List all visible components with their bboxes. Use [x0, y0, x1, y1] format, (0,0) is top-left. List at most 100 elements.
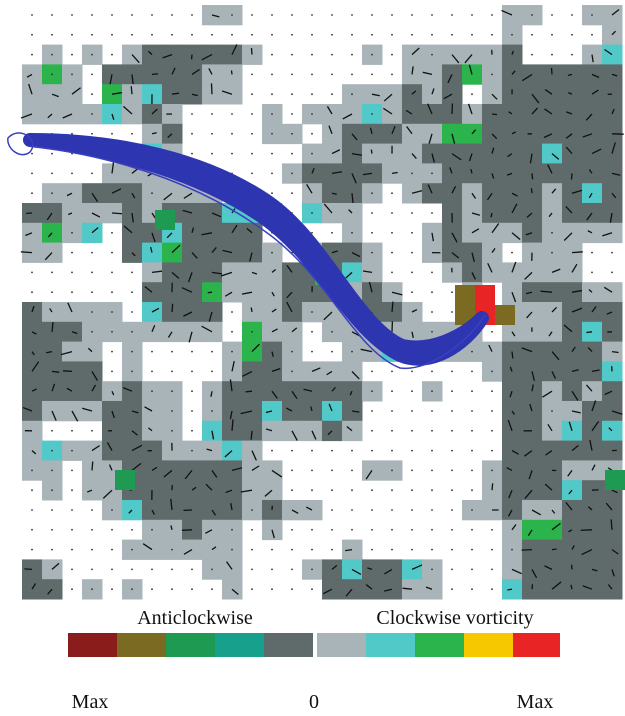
cell [602, 579, 623, 600]
velocity-arrow [548, 212, 553, 218]
grid-dot [511, 33, 513, 36]
velocity-arrow [565, 206, 573, 214]
swatch [366, 633, 415, 657]
velocity-arrow [201, 54, 213, 61]
velocity-arrow [351, 152, 362, 156]
grid-dot [91, 53, 93, 56]
grid-dot [371, 370, 373, 373]
grid-dot [271, 588, 273, 591]
grid-dot [311, 132, 313, 135]
velocity-arrow [568, 92, 573, 95]
velocity-arrow [211, 470, 218, 478]
grid-dot [371, 231, 373, 234]
velocity-arrow [491, 113, 498, 116]
cell [202, 519, 223, 541]
legend-left-end: Max [72, 691, 109, 713]
grid-dot [111, 271, 113, 274]
velocity-arrow [383, 93, 393, 102]
velocity-arrow [170, 525, 173, 530]
grid-dot [391, 390, 393, 393]
velocity-arrow [62, 370, 73, 373]
velocity-arrow [568, 489, 573, 495]
grid-dot [471, 469, 473, 472]
velocity-arrow [611, 549, 619, 555]
velocity-arrow [66, 192, 73, 197]
cell [222, 440, 243, 461]
grid-dot [411, 212, 413, 214]
cell [162, 183, 183, 204]
cell [42, 222, 63, 244]
grid-dot [311, 489, 313, 492]
cell [162, 500, 183, 521]
grid-dot [211, 568, 213, 571]
grid-dot [91, 429, 93, 432]
grid-dot [391, 271, 393, 274]
cell [182, 203, 203, 224]
grid-dot [331, 33, 333, 36]
grid-dot [71, 489, 73, 492]
grid-dot [591, 14, 593, 16]
velocity-arrow [568, 529, 573, 533]
grid-dot [391, 469, 393, 472]
velocity-arrow [47, 113, 53, 119]
velocity-arrow [411, 66, 414, 75]
velocity-arrow [451, 153, 462, 161]
velocity-arrow [585, 384, 593, 392]
cell [222, 500, 243, 521]
grid-dot [271, 53, 273, 56]
velocity-arrow [131, 410, 139, 414]
velocity-arrow [571, 289, 584, 293]
grid-dot [271, 568, 273, 571]
cell [222, 282, 243, 303]
grid-dot [371, 53, 373, 56]
grid-dot [571, 33, 573, 36]
velocity-arrow [286, 301, 293, 313]
grid-dot [91, 132, 93, 135]
velocity-arrow [151, 132, 157, 135]
velocity-arrow [122, 386, 133, 392]
velocity-arrow [183, 549, 193, 555]
cell [602, 420, 623, 442]
cell [22, 84, 43, 105]
velocity-arrow [511, 331, 516, 337]
grid-dot [311, 93, 313, 96]
grid-dot [191, 350, 193, 353]
cell [582, 460, 603, 481]
cell [222, 420, 243, 442]
velocity-arrow [511, 192, 518, 197]
grid-dot [111, 509, 113, 511]
cell [382, 579, 403, 600]
cell [162, 282, 183, 303]
grid-dot [371, 449, 373, 452]
grid-dot [91, 271, 93, 274]
grid-dot [611, 271, 613, 274]
grid-dot [351, 509, 353, 511]
cell [442, 183, 463, 204]
velocity-arrow [67, 212, 73, 216]
grid-dot [311, 53, 313, 56]
cell [522, 539, 543, 560]
grid-dot [111, 370, 113, 373]
cell [342, 579, 363, 600]
grid-dot [411, 449, 413, 452]
velocity-arrow [509, 390, 513, 398]
cell [602, 361, 623, 382]
cell [182, 302, 203, 323]
velocity-arrow [521, 548, 533, 551]
cell [522, 321, 543, 343]
cell [602, 282, 623, 303]
grid-dot [311, 469, 313, 472]
velocity-arrow [507, 588, 513, 591]
velocity-arrow [291, 509, 299, 514]
velocity-arrow [31, 331, 37, 335]
grid-dot [311, 330, 313, 333]
velocity-arrow [531, 107, 539, 115]
grid-dot [31, 33, 33, 36]
velocity-arrow [323, 588, 333, 595]
velocity-arrow [51, 370, 60, 373]
cell [502, 361, 523, 382]
grid-dot [411, 548, 413, 551]
grid-dot [71, 132, 73, 135]
velocity-arrow [591, 306, 597, 313]
grid-dot [71, 251, 73, 254]
